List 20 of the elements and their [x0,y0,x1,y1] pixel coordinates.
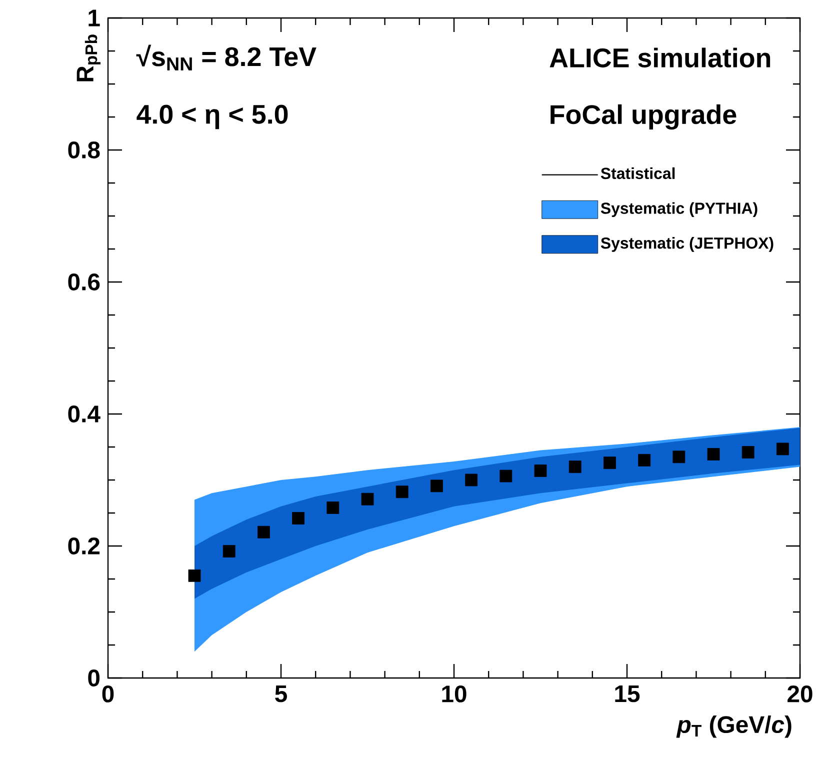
y-tick-label: 1 [88,10,100,26]
x-tick-label: 0 [102,685,114,702]
y-tick-label: 0.8 [68,142,100,158]
y-tick-label: 0 [88,670,100,686]
annotation: ALICE simulation [550,48,770,68]
annotation: 4.0 < η < 5.0 [136,104,288,130]
annotation: √s$_{NN}$ = 8.2 TeV [136,44,316,70]
x-tick-label: 15 [615,685,640,702]
x-axis-title: p$_{T}$ (GeV/c) [676,715,792,738]
legend-label: Systematic (PYTHIA) [600,202,758,218]
y-tick-label: 0.6 [68,274,100,290]
x-tick-label: 10 [442,685,466,702]
x-tick-label: 5 [275,685,287,702]
annotation: FoCal upgrade [550,104,736,130]
y-tick-label: 0.4 [68,406,100,422]
y-axis-title: R$_{pPb}$ [76,34,100,82]
x-tick-label: 20 [788,685,812,702]
y-tick-label: 0.2 [68,538,100,554]
legend-label: Systematic (JETPHOX) [600,237,774,252]
legend-label: Statistical [600,167,675,180]
